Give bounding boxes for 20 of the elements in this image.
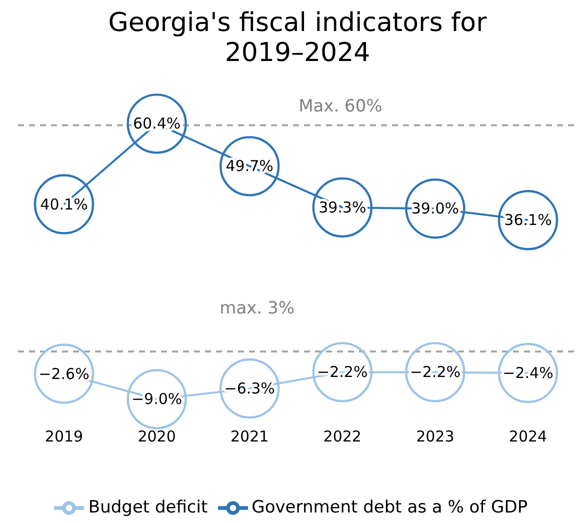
x-tick-label: 2019 — [44, 428, 84, 446]
x-tick-label: 2024 — [508, 428, 548, 446]
data-label: −2.2% — [317, 363, 368, 382]
x-tick-label: 2022 — [323, 428, 362, 446]
legend-label: Government debt as a % of GDP — [252, 498, 528, 518]
data-label: 36.1% — [504, 211, 552, 230]
data-label: −6.3% — [224, 379, 275, 398]
x-tick-label: 2021 — [230, 428, 269, 446]
x-tick-label: 2020 — [138, 428, 176, 446]
data-label: 60.4% — [132, 114, 181, 133]
ref-line-label: max. 3% — [220, 298, 294, 319]
data-label: −9.0% — [131, 390, 182, 408]
data-label: −2.6% — [38, 364, 90, 383]
data-label: −2.2% — [410, 363, 461, 382]
x-tick-label: 2023 — [416, 428, 454, 446]
data-label: −2.4% — [502, 364, 554, 382]
chart-title: Georgia's fiscal indicators for 2019–2024 — [107, 8, 488, 70]
data-label: 40.1% — [40, 195, 88, 214]
ref-line-label: Max. 60% — [298, 96, 382, 116]
legend-label: Budget deficit — [88, 498, 208, 518]
